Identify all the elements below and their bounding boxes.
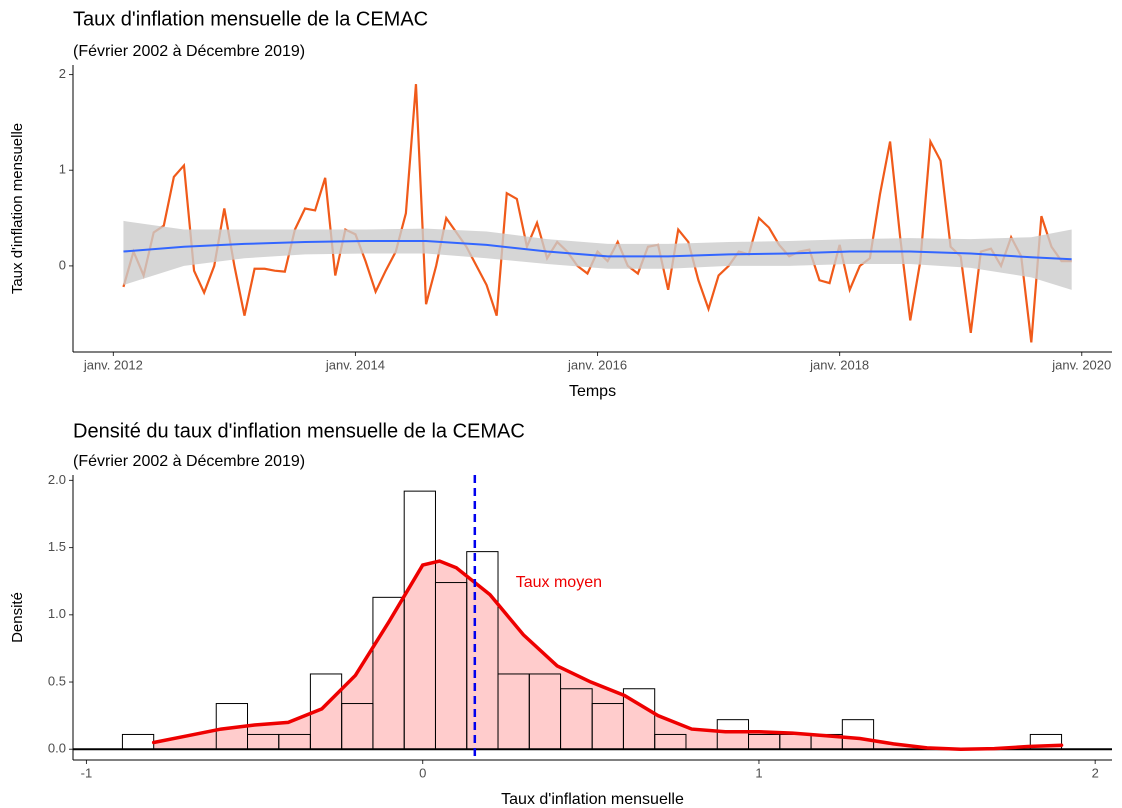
chart-subtitle: (Février 2002 à Décembre 2019) xyxy=(73,453,305,470)
x-tick-label: 2 xyxy=(1092,765,1099,780)
density-line xyxy=(151,559,1064,751)
x-tick-label: 1 xyxy=(755,765,762,780)
chart-title: Densité du taux d'inflation mensuelle de… xyxy=(73,420,525,442)
x-tick-label: janv. 2016 xyxy=(567,357,627,372)
x-axis-title: Taux d'inflation mensuelle xyxy=(501,791,684,808)
y-tick-label: 2 xyxy=(59,66,66,81)
y-tick-label: 1.0 xyxy=(48,606,66,621)
chart-subtitle: (Février 2002 à Décembre 2019) xyxy=(73,43,305,60)
chart-title: Taux d'inflation mensuelle de la CEMAC xyxy=(73,8,428,30)
annotation: Taux moyen xyxy=(516,574,602,591)
x-tick-label: janv. 2020 xyxy=(1051,357,1111,372)
x-tick-label: janv. 2018 xyxy=(809,357,869,372)
x-tick-label: -1 xyxy=(81,765,93,780)
x-axis-title: Temps xyxy=(569,383,616,400)
y-tick-label: 1 xyxy=(59,162,66,177)
y-tick-label: 2.0 xyxy=(48,472,66,487)
y-tick-label: 0.5 xyxy=(48,673,66,688)
x-tick-label: janv. 2012 xyxy=(83,357,143,372)
x-tick-label: janv. 2014 xyxy=(325,357,385,372)
y-tick-label: 0 xyxy=(59,257,66,272)
smooth-line xyxy=(123,240,1072,261)
y-axis-title: Densité xyxy=(9,592,26,643)
y-axis-title: Taux d'inflation mensuelle xyxy=(9,123,26,294)
y-tick-label: 1.5 xyxy=(48,539,66,554)
histogram-bar xyxy=(121,733,155,750)
line xyxy=(122,84,1072,343)
y-tick-label: 0.0 xyxy=(48,741,66,756)
density-area xyxy=(153,561,1062,750)
x-tick-label: 0 xyxy=(419,765,426,780)
